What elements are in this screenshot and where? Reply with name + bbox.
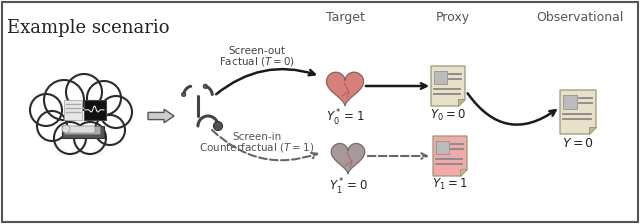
FancyBboxPatch shape [64, 100, 82, 120]
Text: Factual ($T=0$): Factual ($T=0$) [219, 55, 295, 68]
Circle shape [95, 115, 125, 145]
Polygon shape [460, 169, 467, 176]
Circle shape [182, 92, 186, 97]
Text: $Y_1^* = 0$: $Y_1^* = 0$ [328, 177, 367, 197]
Circle shape [203, 84, 207, 88]
Polygon shape [589, 127, 596, 134]
FancyBboxPatch shape [434, 71, 447, 84]
Circle shape [54, 122, 86, 154]
Circle shape [214, 121, 223, 131]
FancyBboxPatch shape [436, 141, 449, 154]
Polygon shape [458, 99, 465, 106]
Circle shape [87, 81, 121, 115]
Text: Target: Target [326, 11, 364, 24]
FancyBboxPatch shape [563, 95, 577, 109]
Circle shape [37, 111, 67, 141]
Polygon shape [433, 136, 467, 176]
Circle shape [74, 122, 106, 154]
FancyBboxPatch shape [67, 126, 95, 133]
FancyBboxPatch shape [84, 100, 106, 120]
Text: Screen-in: Screen-in [232, 132, 282, 142]
Text: Proxy: Proxy [436, 11, 470, 24]
Text: $Y_0 = 0$: $Y_0 = 0$ [430, 108, 466, 123]
FancyArrow shape [148, 109, 174, 123]
Circle shape [62, 125, 70, 133]
Polygon shape [560, 90, 596, 134]
Polygon shape [431, 66, 465, 106]
FancyBboxPatch shape [64, 126, 100, 134]
Text: $Y = 0$: $Y = 0$ [562, 137, 594, 150]
Circle shape [44, 80, 84, 120]
Text: $Y_0^* = 1$: $Y_0^* = 1$ [326, 108, 364, 128]
Polygon shape [332, 144, 365, 174]
Text: $Y_1 = 1$: $Y_1 = 1$ [432, 177, 468, 192]
Circle shape [66, 74, 102, 110]
FancyBboxPatch shape [2, 2, 638, 222]
Polygon shape [326, 72, 364, 106]
Text: Example scenario: Example scenario [7, 19, 169, 37]
Text: Counterfactual ($T=1$): Counterfactual ($T=1$) [200, 141, 315, 154]
FancyBboxPatch shape [62, 126, 104, 138]
Text: Observational: Observational [536, 11, 624, 24]
Text: Screen-out: Screen-out [228, 46, 285, 56]
Circle shape [100, 96, 132, 128]
Circle shape [30, 94, 62, 126]
